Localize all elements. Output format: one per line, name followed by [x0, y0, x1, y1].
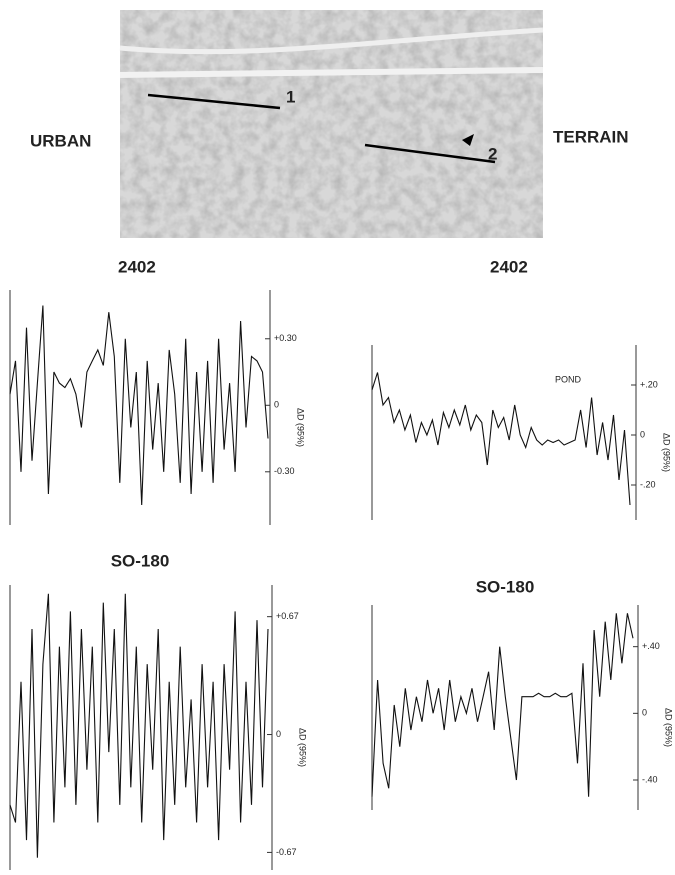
density-trace: [372, 613, 633, 796]
y-tick-label: 0: [640, 429, 645, 439]
density-trace: [10, 306, 268, 506]
chart-title: SO-180: [111, 551, 170, 570]
chart-title: SO-180: [476, 577, 535, 596]
photo-label: 1: [286, 87, 295, 106]
side-label: URBAN: [30, 131, 91, 150]
density-trace: [10, 594, 268, 858]
y-tick-label: +.20: [640, 379, 658, 389]
aerial-photo: 1 2: [120, 10, 543, 238]
frame-label: 2402: [490, 257, 528, 276]
y-tick-label: 0: [274, 400, 279, 410]
y-tick-label: 0: [642, 708, 647, 718]
figure: 1 2 URBAN TERRAIN 2402 2402 +0.30 0 -0.30 Δ…: [0, 0, 675, 875]
y-tick-label: +0.67: [276, 611, 299, 621]
y-axis-label: ΔD (95%): [298, 728, 308, 767]
photo-label: 2: [488, 144, 497, 163]
y-axis-label: ΔD (95%): [664, 708, 674, 747]
y-axis-label: ΔD (95%): [296, 408, 306, 447]
y-tick-label: 0: [276, 729, 281, 739]
y-tick-label: +.40: [642, 641, 660, 651]
y-tick-label: +0.30: [274, 333, 297, 343]
y-tick-label: -.40: [642, 774, 658, 784]
y-axis-label: ΔD (95%): [662, 433, 672, 472]
side-label: TERRAIN: [553, 127, 629, 146]
y-tick-label: -0.30: [274, 466, 295, 476]
frame-label: 2402: [118, 257, 156, 276]
annotation: POND: [555, 374, 582, 384]
y-tick-label: -.20: [640, 479, 656, 489]
density-trace: [372, 373, 630, 506]
y-tick-label: -0.67: [276, 847, 297, 857]
